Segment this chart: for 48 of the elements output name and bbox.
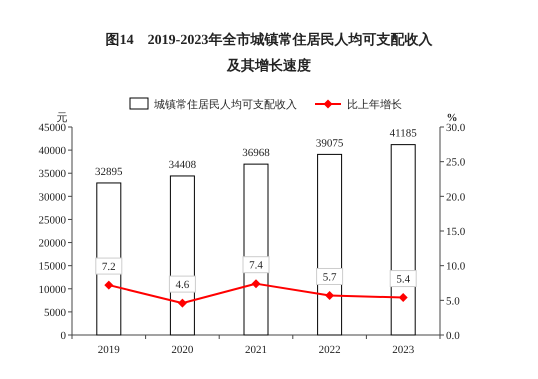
- data-label: 39075: [316, 137, 344, 150]
- point: [325, 290, 334, 300]
- y-tick-label: 15000: [38, 260, 66, 273]
- y-tick-label: 5000: [44, 306, 66, 319]
- x-tick-label: 2020: [171, 344, 194, 356]
- y-tick-label: 35000: [38, 168, 66, 180]
- y2-tick-label: 20.0: [446, 191, 466, 204]
- point: [178, 298, 187, 308]
- point: [104, 280, 114, 290]
- x-tick-label: 2021: [245, 344, 267, 356]
- y-tick-label: 10000: [38, 284, 66, 296]
- y2-axis-title: %: [446, 112, 458, 124]
- y2-tick-label: 5.0: [446, 295, 460, 308]
- x-tick-label: 2023: [392, 344, 415, 356]
- x-tick-label: 2019: [98, 344, 120, 356]
- y2-tick-label: 25.0: [446, 156, 466, 169]
- y2-tick-label: 10.0: [446, 260, 466, 273]
- bar: [317, 154, 342, 336]
- data-label: 5.4: [396, 274, 411, 286]
- x-tick-label: 2022: [318, 344, 341, 356]
- y-tick-label: 20000: [38, 238, 66, 250]
- data-label: 7.4: [249, 260, 264, 272]
- data-label: 5.7: [322, 271, 337, 284]
- data-label: 41185: [390, 128, 418, 140]
- bar: [244, 164, 268, 336]
- bar: [390, 144, 416, 336]
- point: [252, 279, 260, 288]
- y-tick-label: 30000: [38, 191, 66, 204]
- chart-title: 图14 2019-2023年全市城镇常住居民人均可支配收入: [106, 31, 434, 48]
- point: [398, 293, 408, 302]
- data-label: 34408: [168, 158, 197, 171]
- y2-tick-label: 30.0: [446, 122, 466, 134]
- data-label: 4.6: [176, 279, 190, 292]
- y-tick-label: 25000: [38, 214, 66, 226]
- bar: [96, 182, 122, 336]
- data-label: 36968: [242, 147, 270, 160]
- data-label: 32895: [95, 166, 124, 178]
- legend-label: 比上年增长: [347, 98, 402, 111]
- bar: [170, 175, 195, 336]
- y-axis-title: 元: [56, 112, 68, 124]
- y-tick-label: 40000: [38, 145, 66, 158]
- data-label: 7.2: [102, 261, 116, 274]
- y-tick-label: 0: [60, 330, 66, 342]
- legend-label: 城镇常住居民人均可支配收入: [153, 98, 297, 111]
- chart-subtitle: 及其增长速度: [226, 57, 311, 74]
- y-tick-label: 45000: [38, 122, 66, 134]
- y2-tick-label: 0.0: [446, 330, 460, 342]
- y2-tick-label: 15.0: [446, 226, 466, 238]
